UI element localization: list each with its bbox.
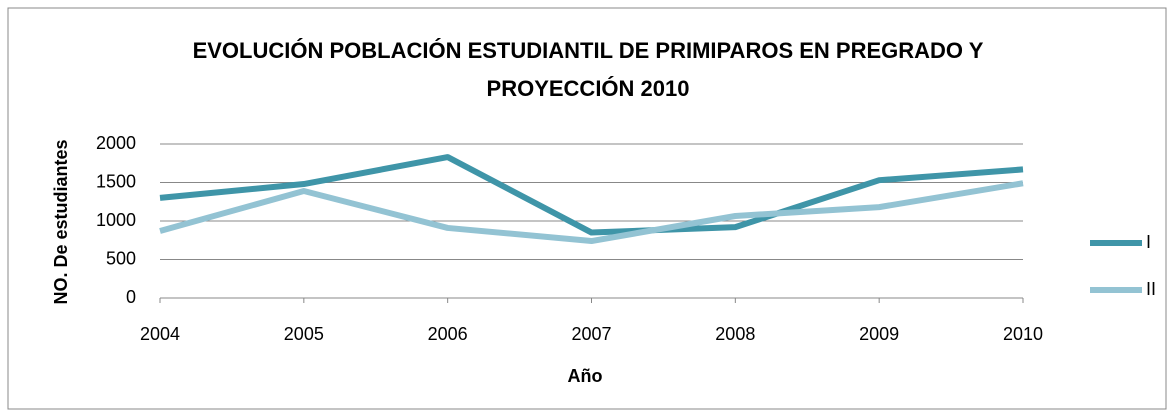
x-tick-label: 2009 — [859, 324, 899, 344]
x-tick-label: 2006 — [428, 324, 468, 344]
y-tick-label: 1000 — [96, 210, 136, 230]
y-tick-label: 0 — [126, 287, 136, 307]
x-tick-label: 2005 — [284, 324, 324, 344]
y-tick-label: 1500 — [96, 171, 136, 191]
legend-label: II — [1146, 279, 1156, 299]
legend-label: I — [1146, 232, 1151, 252]
x-tick-label: 2007 — [571, 324, 611, 344]
chart-border — [7, 7, 1167, 410]
x-tick-label: 2004 — [140, 324, 180, 344]
chart-title: EVOLUCIÓN POBLACIÓN ESTUDIANTIL DE PRIMI… — [192, 38, 984, 101]
y-axis-title: NO. De estudiantes — [51, 139, 71, 304]
x-tick-label: 2010 — [1003, 324, 1043, 344]
series-line — [159, 180, 1024, 245]
y-tick-label: 500 — [106, 248, 136, 268]
series-line — [159, 154, 1024, 236]
x-axis-title: Año — [568, 366, 603, 386]
x-tick-label: 2008 — [715, 324, 755, 344]
y-tick-label: 2000 — [96, 133, 136, 153]
